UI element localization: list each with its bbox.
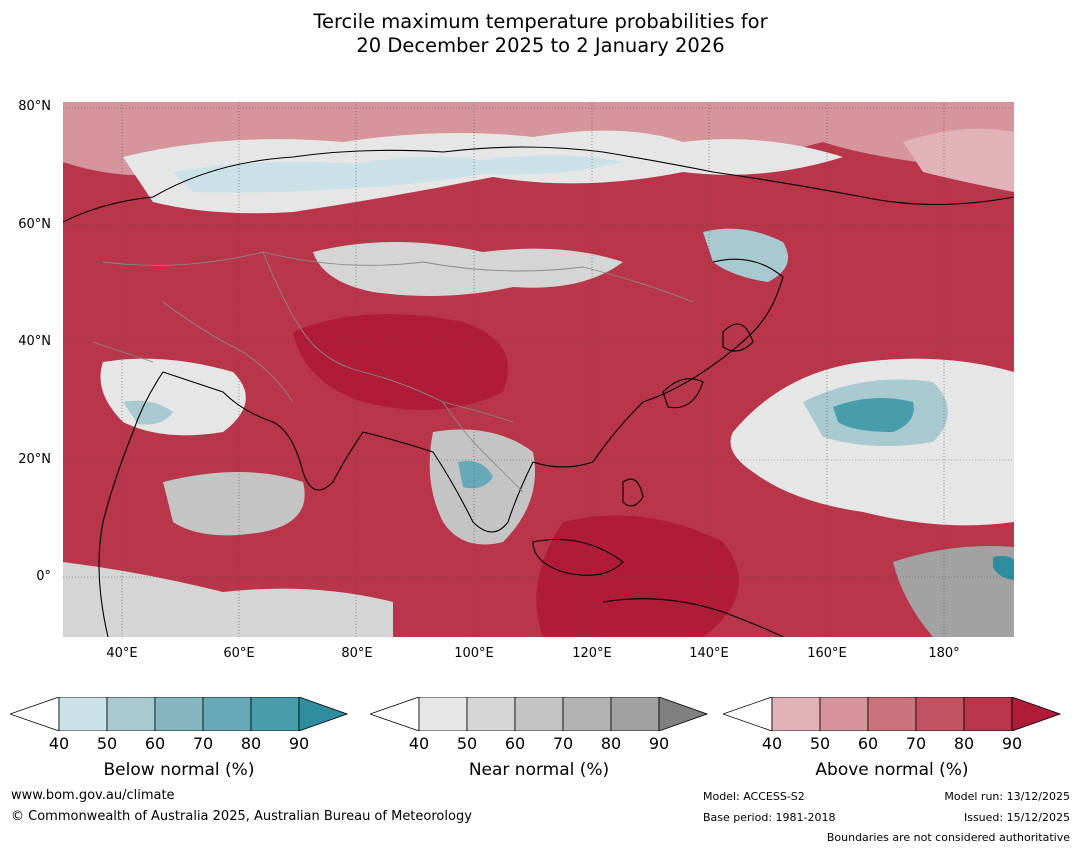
below-normal-siberia-region: [173, 155, 623, 193]
longitude-label-160e: 160°E: [807, 646, 847, 661]
colorbar-above-tick: 60: [857, 734, 879, 753]
colorbar-near-title: Near normal (%): [468, 760, 610, 780]
map-title-line1: Tercile maximum temperature probabilitie…: [313, 10, 768, 33]
footer-base-period: Base period: 1981-2018: [703, 811, 836, 824]
colorbar-near-tick: 40: [408, 734, 430, 753]
longitude-label-40e: 40°E: [106, 646, 138, 661]
below-normal-equatorial-pacific-patch: [993, 556, 1014, 580]
footer-website-link[interactable]: www.bom.gov.au/climate: [11, 788, 175, 803]
colorbar-near-normal: [370, 697, 708, 731]
below-normal-north-pacific-core: [833, 398, 914, 432]
map-title-line2: 20 December 2025 to 2 January 2026: [356, 34, 725, 57]
colorbar-below-segment-80-90: [250, 697, 300, 731]
colorbar-above-title: Above normal (%): [815, 760, 969, 780]
colorbar-above-tick: 40: [761, 734, 783, 753]
above-normal-tibet-region: [293, 314, 508, 410]
colorbar-above-segment-80-90: [963, 697, 1013, 731]
colorbar-below-segment-upper: [298, 697, 348, 731]
longitude-label-80e: 80°E: [341, 646, 373, 661]
colorbar-above-tick: 90: [1001, 734, 1023, 753]
near-normal-indian-ocean-region: [163, 472, 305, 536]
latitude-label-0: 0°: [36, 569, 51, 584]
colorbar-near-tick: 80: [600, 734, 622, 753]
footer-issued: Issued: 15/12/2025: [963, 811, 1070, 824]
colorbar-above-tick: 70: [905, 734, 927, 753]
below-normal-indochina-patch: [458, 461, 493, 489]
latitude-label-60n: 60°N: [18, 217, 51, 232]
near-normal-south-indian-ocean-band: [63, 562, 393, 637]
colorbar-near-segment-70-80: [562, 697, 612, 731]
map-title: Tercile maximum temperature probabilitie…: [0, 10, 1081, 58]
longitude-label-120e: 120°E: [572, 646, 612, 661]
footer-copyright: © Commonwealth of Australia 2025, Austra…: [11, 809, 472, 824]
near-normal-southeast-asia-region: [429, 429, 535, 545]
colorbar-below-tick: 40: [48, 734, 70, 753]
colorbar-below-normal: [10, 697, 348, 731]
colorbar-above-segment-upper: [1011, 697, 1061, 731]
colorbar-below-segment-60-70: [154, 697, 204, 731]
colorbar-near-segment-lower: [370, 697, 420, 731]
graticule: [63, 102, 1014, 637]
colorbar-below-tick: 70: [192, 734, 214, 753]
colorbar-below-segment-70-80: [202, 697, 252, 731]
colorbar-near-tick: 90: [648, 734, 670, 753]
colorbar-near-segment-40-50: [418, 697, 468, 731]
colorbar-near-segment-upper: [658, 697, 708, 731]
footer-model-run: Model run: 13/12/2025: [944, 790, 1070, 803]
longitude-label-100e: 100°E: [454, 646, 494, 661]
colorbar-near-tick: 50: [456, 734, 478, 753]
colorbar-above-segment-70-80: [915, 697, 965, 731]
colorbar-below-title: Below normal (%): [103, 760, 255, 780]
near-normal-central-asia-region: [313, 242, 623, 296]
footer-model: Model: ACCESS-S2: [703, 790, 805, 803]
coastlines: [63, 146, 1014, 637]
colorbar-near-tick: 60: [504, 734, 526, 753]
colorbar-near-segment-60-70: [514, 697, 564, 731]
latitude-label-20n: 20°N: [18, 452, 51, 467]
below-normal-okhotsk-region: [703, 228, 788, 282]
longitude-label-60e: 60°E: [223, 646, 255, 661]
below-normal-arabia-patch: [123, 400, 173, 425]
colorbar-near-segment-80-90: [610, 697, 660, 731]
colorbar-below-segment-50-60: [106, 697, 156, 731]
colorbar-below-tick: 80: [240, 734, 262, 753]
latitude-label-40n: 40°N: [18, 334, 51, 349]
latitude-label-80n: 80°N: [18, 99, 51, 114]
colorbar-above-tick: 50: [809, 734, 831, 753]
colorbar-above-normal: [723, 697, 1061, 731]
longitude-label-180: 180°: [928, 646, 960, 661]
footer-disclaimer: Boundaries are not considered authoritat…: [826, 831, 1070, 844]
colorbar-below-tick: 90: [288, 734, 310, 753]
colorbar-above-segment-60-70: [867, 697, 917, 731]
colorbar-below-tick: 50: [96, 734, 118, 753]
colorbar-near-segment-50-60: [466, 697, 516, 731]
colorbar-above-segment-40-50: [771, 697, 821, 731]
above-normal-arctic-patch: [903, 128, 1014, 192]
country-boundaries: [92, 251, 694, 493]
near-normal-equatorial-pacific-region: [893, 546, 1014, 637]
colorbar-above-tick: 80: [953, 734, 975, 753]
colorbar-below-tick: 60: [144, 734, 166, 753]
longitude-label-140e: 140°E: [689, 646, 729, 661]
colorbar-below-segment-lower: [10, 697, 60, 731]
above-normal-maritime-continent-region: [536, 515, 739, 637]
colorbar-above-segment-50-60: [819, 697, 869, 731]
map-canvas: [63, 102, 1014, 637]
colorbar-near-tick: 70: [552, 734, 574, 753]
colorbar-above-segment-lower: [723, 697, 773, 731]
colorbar-below-segment-40-50: [58, 697, 108, 731]
probability-map: [63, 102, 1014, 637]
